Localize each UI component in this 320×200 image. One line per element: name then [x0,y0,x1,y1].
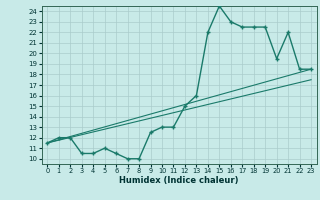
X-axis label: Humidex (Indice chaleur): Humidex (Indice chaleur) [119,176,239,185]
